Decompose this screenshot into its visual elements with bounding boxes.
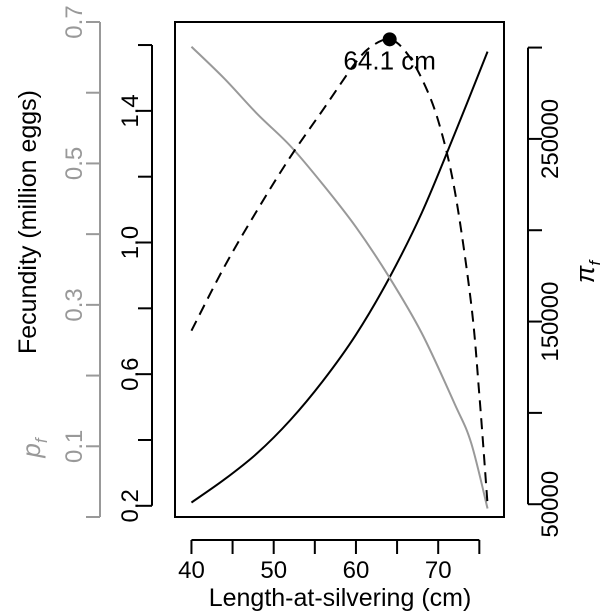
fecundity-axis: 0.2 0.6 1.0 1.4 — [117, 44, 153, 522]
pf-tick-label: 0.5 — [61, 147, 88, 180]
plot-frame — [174, 21, 505, 518]
pf-tick-label: 0.3 — [61, 288, 88, 321]
fecundity-tick-label: 0.6 — [117, 358, 144, 391]
pf-axis: 0.1 0.3 0.5 0.7 — [61, 5, 101, 518]
fecundity-tick-label: 0.2 — [117, 489, 144, 522]
fecundity-tick-label: 1.4 — [117, 94, 144, 127]
series-lines — [190, 38, 489, 509]
pi-axis-title: πf — [570, 259, 600, 283]
series-line-fecundity — [190, 51, 489, 504]
x-tick-label: 50 — [260, 557, 287, 584]
optimum-label: 64.1 cm — [343, 45, 436, 75]
x-axis: 40 50 60 70 — [178, 539, 481, 584]
series-line-pf — [190, 46, 489, 509]
series-line-pi — [190, 38, 489, 505]
x-tick-label: 70 — [425, 557, 452, 584]
x-tick-label: 40 — [178, 557, 205, 584]
pi-axis: 50000 150000 250000 — [527, 46, 564, 538]
pf-axis-title: pf — [16, 436, 51, 458]
pf-axis-title-main: p — [16, 443, 46, 458]
optimum-point — [382, 32, 397, 47]
pf-tick-label: 0.7 — [61, 5, 88, 38]
x-tick-label: 60 — [343, 557, 370, 584]
pf-tick-label: 0.1 — [61, 430, 88, 463]
fecundity-tick-label: 1.0 — [117, 226, 144, 259]
pi-tick-label: 250000 — [537, 99, 564, 179]
pi-tick-label: 150000 — [537, 282, 564, 362]
pi-axis-title-sub: f — [586, 259, 600, 266]
fecundity-axis-title: Fecundity (million eggs) — [14, 90, 42, 354]
pi-tick-label: 50000 — [537, 471, 564, 538]
optimum-marker-group: 64.1 cm — [343, 32, 436, 75]
pf-axis-title-sub: f — [32, 436, 51, 443]
x-axis-title: Length-at-silvering (cm) — [209, 584, 472, 612]
pi-axis-title-main: π — [570, 265, 600, 283]
